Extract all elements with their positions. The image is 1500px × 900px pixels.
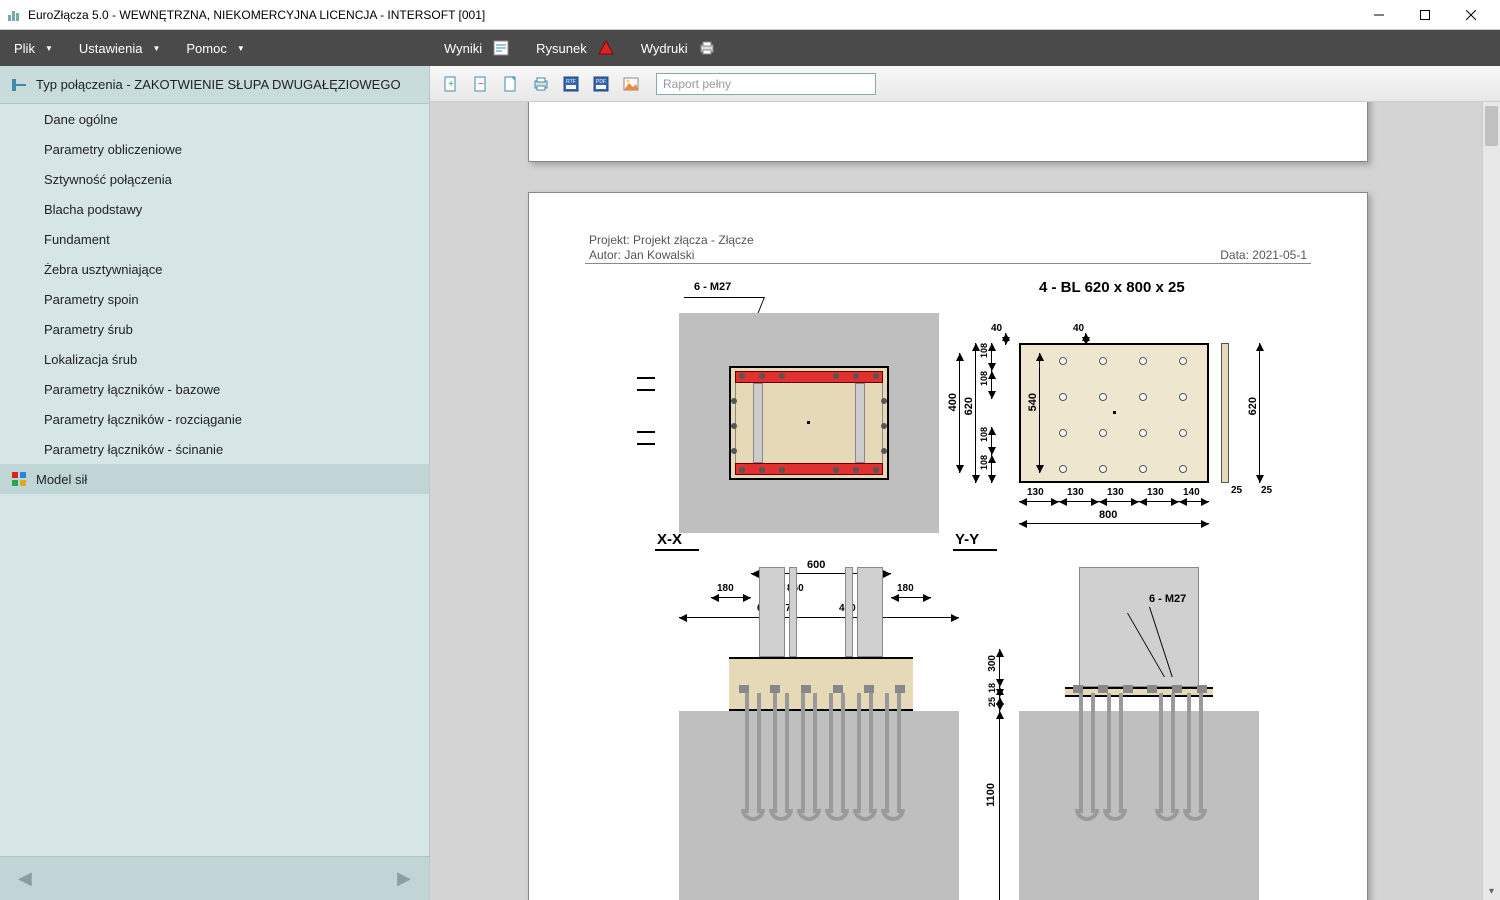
sidebar-nav: ◀ ▶ bbox=[0, 856, 429, 900]
menu-settings[interactable]: Ustawienia▼ bbox=[65, 30, 173, 66]
callout-bolts: 6 - M27 bbox=[694, 281, 731, 293]
sidebar-item-bolt-loc[interactable]: Lokalizacja śrub bbox=[0, 344, 429, 374]
scroll-down-button[interactable]: ▾ bbox=[1483, 882, 1500, 900]
report-project: Projekt: Projekt złącza - Złącze bbox=[589, 233, 754, 247]
sidebar-item-general[interactable]: Dane ogólne bbox=[0, 104, 429, 134]
elev-yy: 6 - M27 300 18 25 1100 bbox=[999, 563, 1279, 900]
callout-plates: 4 - BL 620 x 800 x 25 bbox=[1039, 279, 1185, 296]
report-viewport[interactable]: Projekt: Projekt złącza - Złącze Autor: … bbox=[430, 102, 1500, 900]
vertical-scrollbar[interactable]: ▾ bbox=[1482, 102, 1500, 900]
scrollbar-thumb[interactable] bbox=[1485, 106, 1498, 146]
sidebar-item-stiffness[interactable]: Sztywność połączenia bbox=[0, 164, 429, 194]
report-date: Data: 2021-05-1 bbox=[1220, 248, 1307, 262]
drawing-icon bbox=[597, 39, 615, 57]
report-page-prev bbox=[528, 102, 1368, 162]
tool-save-rtf-icon[interactable]: RTF bbox=[560, 73, 582, 95]
sidebar-item-label: Model sił bbox=[36, 472, 87, 487]
close-button[interactable] bbox=[1448, 0, 1494, 30]
connection-type-icon bbox=[10, 76, 28, 94]
sidebar-item-baseplate[interactable]: Blacha podstawy bbox=[0, 194, 429, 224]
sidebar-items: Dane ogólne Parametry obliczeniowe Sztyw… bbox=[0, 104, 429, 856]
label-xx: X-X bbox=[657, 531, 682, 548]
svg-text:−: − bbox=[478, 79, 484, 90]
report-toolbar: + − RTF PDF Raport pełny bbox=[430, 66, 1500, 102]
tool-new-icon[interactable]: + bbox=[440, 73, 462, 95]
sidebar-item-calc-params[interactable]: Parametry obliczeniowe bbox=[0, 134, 429, 164]
menu-results[interactable]: Wyniki bbox=[430, 30, 522, 66]
nav-next-button[interactable]: ▶ bbox=[397, 868, 411, 889]
report-type-select[interactable]: Raport pełny bbox=[656, 73, 876, 95]
plan-xx bbox=[679, 313, 939, 553]
sidebar-item-conn-shear[interactable]: Parametry łączników - ścinanie bbox=[0, 434, 429, 464]
main-area: Typ połączenia - ZAKOTWIENIE SŁUPA DWUGA… bbox=[0, 66, 1500, 900]
tool-print-icon[interactable] bbox=[530, 73, 552, 95]
sidebar-item-stiffeners[interactable]: Żebra usztywniające bbox=[0, 254, 429, 284]
window-title: EuroZłącza 5.0 - WEWNĘTRZNA, NIEKOMERCYJ… bbox=[28, 8, 1356, 22]
tool-page-icon[interactable] bbox=[500, 73, 522, 95]
content-area: + − RTF PDF Raport pełny Projekt: Projek… bbox=[430, 66, 1500, 900]
menu-help[interactable]: Pomoc▼ bbox=[172, 30, 256, 66]
results-icon bbox=[492, 39, 510, 57]
minimize-button[interactable] bbox=[1356, 0, 1402, 30]
sidebar: Typ połączenia - ZAKOTWIENIE SŁUPA DWUGA… bbox=[0, 66, 430, 900]
report-page: Projekt: Projekt złącza - Złącze Autor: … bbox=[528, 192, 1368, 900]
app-icon bbox=[6, 7, 22, 23]
sidebar-header-label: Typ połączenia - ZAKOTWIENIE SŁUPA DWUGA… bbox=[36, 77, 401, 92]
sidebar-item-foundation[interactable]: Fundament bbox=[0, 224, 429, 254]
nav-prev-button[interactable]: ◀ bbox=[18, 868, 32, 889]
svg-text:RTF: RTF bbox=[566, 79, 576, 85]
sidebar-item-conn-tension[interactable]: Parametry łączników - rozciąganie bbox=[0, 404, 429, 434]
tool-save-pdf-icon[interactable]: PDF bbox=[590, 73, 612, 95]
menu-drawing[interactable]: Rysunek bbox=[522, 30, 627, 66]
menu-bar: Plik▼ Ustawienia▼ Pomoc▼ Wyniki Rysunek … bbox=[0, 30, 1500, 66]
force-model-icon bbox=[10, 470, 28, 488]
title-bar: EuroZłącza 5.0 - WEWNĘTRZNA, NIEKOMERCYJ… bbox=[0, 0, 1500, 30]
svg-text:+: + bbox=[448, 79, 454, 90]
menu-prints[interactable]: Wydruki bbox=[627, 30, 728, 66]
sidebar-item-force-model[interactable]: Model sił bbox=[0, 464, 429, 494]
maximize-button[interactable] bbox=[1402, 0, 1448, 30]
report-author: Autor: Jan Kowalski bbox=[589, 248, 694, 262]
plan-yy: 400 620 108 108 108 108 40 40 bbox=[999, 313, 1309, 553]
menu-file[interactable]: Plik▼ bbox=[0, 30, 65, 66]
elev-xx: 600 180 180 860 6 - M27 400 bbox=[669, 563, 959, 900]
printer-icon bbox=[698, 39, 716, 57]
label-yy: Y-Y bbox=[955, 531, 979, 548]
sidebar-item-conn-base[interactable]: Parametry łączników - bazowe bbox=[0, 374, 429, 404]
tool-image-icon[interactable] bbox=[620, 73, 642, 95]
report-divider bbox=[585, 263, 1311, 264]
tool-remove-icon[interactable]: − bbox=[470, 73, 492, 95]
svg-text:PDF: PDF bbox=[596, 79, 606, 85]
sidebar-item-welds[interactable]: Parametry spoin bbox=[0, 284, 429, 314]
sidebar-item-bolts[interactable]: Parametry śrub bbox=[0, 314, 429, 344]
sidebar-header[interactable]: Typ połączenia - ZAKOTWIENIE SŁUPA DWUGA… bbox=[0, 66, 429, 104]
